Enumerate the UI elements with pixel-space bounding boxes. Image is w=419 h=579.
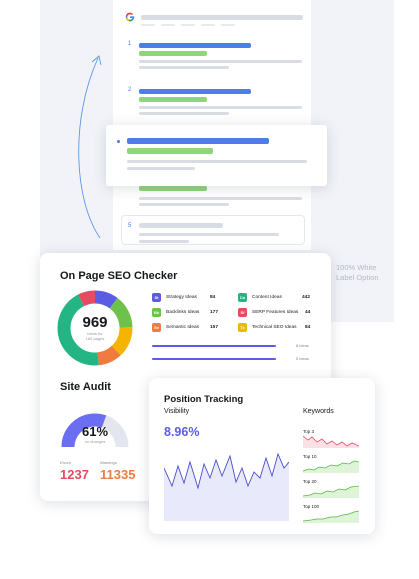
seo-checker-title: On Page SEO Checker	[60, 270, 178, 282]
idea-value: 177	[210, 310, 219, 315]
gauge-center: 61% no changes	[60, 424, 130, 445]
content-badge: Co	[238, 293, 247, 302]
result-url-2	[139, 97, 207, 102]
idea-value: 442	[302, 295, 311, 300]
warnings-value: 11335	[100, 467, 136, 482]
technical-badge: Te	[238, 323, 247, 332]
donut-center: 969 ideas for 182 pages	[57, 314, 133, 342]
semantic-badge: Se	[152, 323, 161, 332]
result-snippet	[139, 60, 302, 63]
idea-value: 84	[305, 325, 311, 330]
keyword-sparkline	[303, 485, 359, 498]
idea-value: 44	[305, 310, 311, 315]
search-bar	[141, 15, 303, 20]
site-audit-title: Site Audit	[60, 381, 111, 393]
visibility-value: 8.96%	[164, 425, 200, 439]
idea-label: Semantic Ideas	[166, 325, 200, 330]
keyword-sparkline	[303, 435, 359, 448]
visibility-label: Visibility	[164, 408, 190, 415]
strategy-badge: St	[152, 293, 161, 302]
ideas-bar-label: 8 ideas	[296, 343, 309, 348]
visibility-chart	[164, 452, 289, 521]
position-tracking-card: Position Tracking Visibility 8.96% Keywo…	[149, 378, 375, 534]
idea-value: 157	[210, 325, 219, 330]
result-rank-2: 2	[128, 87, 132, 93]
errors-label: Errors	[60, 460, 71, 465]
keyword-row-label: Top 20	[303, 479, 317, 484]
ideas-bar	[152, 345, 276, 347]
result-title-1[interactable]	[139, 43, 251, 48]
keyword-row-label: Top 3	[303, 429, 315, 434]
errors-value: 1237	[60, 467, 89, 482]
warnings-label: Warnings	[100, 460, 117, 465]
result-rank-5: 5	[128, 223, 132, 229]
backlinks-badge: Bk	[152, 308, 161, 317]
result-title-2[interactable]	[139, 89, 251, 94]
keyword-row-label: Top 10	[303, 454, 317, 459]
position-tracking-title: Position Tracking	[164, 394, 244, 405]
idea-label: Strategy Ideas	[166, 295, 197, 300]
idea-label: Backlinks Ideas	[166, 310, 200, 315]
result-rank-1: 1	[128, 41, 132, 47]
idea-label: Content Ideas	[252, 295, 282, 300]
google-logo-icon	[125, 12, 135, 22]
keyword-sparkline	[303, 460, 359, 473]
keyword-sparkline	[303, 510, 359, 523]
donut-total: 969	[82, 314, 108, 331]
keyword-row-label: Top 100	[303, 504, 320, 509]
ranking-arrow-icon	[78, 55, 102, 239]
site-audit-gauge	[61, 413, 129, 448]
idea-value: 84	[210, 295, 216, 300]
serp-features-badge: Sf	[238, 308, 247, 317]
white-label-text: 100% White Label Option	[336, 263, 379, 282]
site-audit-percent: 61%	[81, 424, 109, 439]
keywords-label: Keywords	[303, 408, 334, 415]
ideas-donut-chart	[57, 290, 133, 366]
highlighted-result-card[interactable]	[106, 125, 327, 186]
idea-label: Technical SEO Ideas	[252, 325, 297, 330]
result-card-5	[121, 215, 305, 245]
result-url-1	[139, 51, 207, 56]
ideas-bar-label: 5 ideas	[296, 356, 309, 361]
ideas-bar	[152, 358, 276, 360]
rank-dot-icon	[117, 140, 120, 143]
idea-label: SERP Features Ideas	[252, 310, 299, 315]
